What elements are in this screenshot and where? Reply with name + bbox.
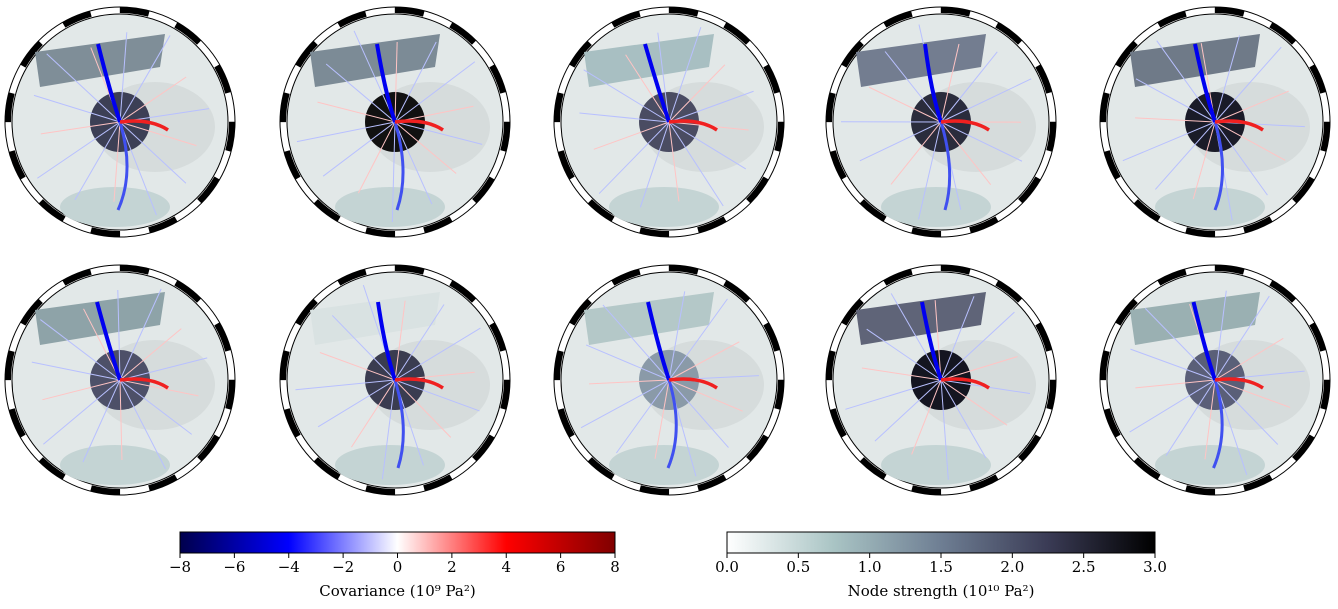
map-panel bbox=[280, 7, 510, 237]
x-tick-label: 0.5 bbox=[786, 558, 810, 576]
map-region bbox=[335, 445, 445, 485]
map-region bbox=[609, 445, 719, 485]
map-panels bbox=[5, 7, 1330, 495]
map-panel bbox=[1100, 265, 1330, 495]
colorbar bbox=[727, 532, 1155, 553]
x-tick-label: 3.0 bbox=[1143, 558, 1167, 576]
x-tick-label: 2.5 bbox=[1072, 558, 1096, 576]
x-tick-label: −6 bbox=[223, 558, 245, 576]
map-region bbox=[609, 187, 719, 227]
x-tick-label: 8 bbox=[610, 558, 620, 576]
map-region bbox=[1155, 187, 1265, 227]
x-tick-label: 1.0 bbox=[858, 558, 882, 576]
colorbar-label: Covariance (10⁹ Pa²) bbox=[319, 582, 476, 600]
x-tick-label: 0.0 bbox=[715, 558, 739, 576]
map-region bbox=[1155, 445, 1265, 485]
map-region bbox=[881, 445, 991, 485]
map-panel bbox=[1100, 7, 1330, 237]
x-tick-label: −4 bbox=[278, 558, 300, 576]
map-region bbox=[60, 445, 170, 485]
map-region bbox=[881, 187, 991, 227]
figure: −8 −6 −4 −2 0 2 4 6 8 Covariance (10⁹ Pa²) 0.0 0.5 1… bbox=[0, 0, 1338, 609]
map-panel bbox=[280, 265, 510, 495]
map-panel bbox=[5, 7, 235, 237]
map-panel bbox=[826, 265, 1056, 495]
map-panel bbox=[554, 265, 784, 495]
colorbars: −8 −6 −4 −2 0 2 4 6 8 Covariance (10⁹ Pa²) 0.0 0.5 1… bbox=[169, 532, 1167, 600]
map-region bbox=[335, 187, 445, 227]
map-panel bbox=[826, 7, 1056, 237]
map-panel bbox=[5, 265, 235, 495]
x-tick-label: 1.5 bbox=[929, 558, 953, 576]
x-tick-label: 0 bbox=[393, 558, 403, 576]
x-tick-label: 2 bbox=[447, 558, 457, 576]
x-tick-label: −8 bbox=[169, 558, 191, 576]
map-panel bbox=[554, 7, 784, 237]
colorbar bbox=[180, 532, 615, 553]
x-tick-label: 6 bbox=[556, 558, 566, 576]
colorbar-label: Node strength (10¹⁰ Pa²) bbox=[848, 582, 1035, 600]
x-tick-label: 4 bbox=[501, 558, 511, 576]
x-tick-label: −2 bbox=[332, 558, 354, 576]
x-tick-label: 2.0 bbox=[1000, 558, 1024, 576]
